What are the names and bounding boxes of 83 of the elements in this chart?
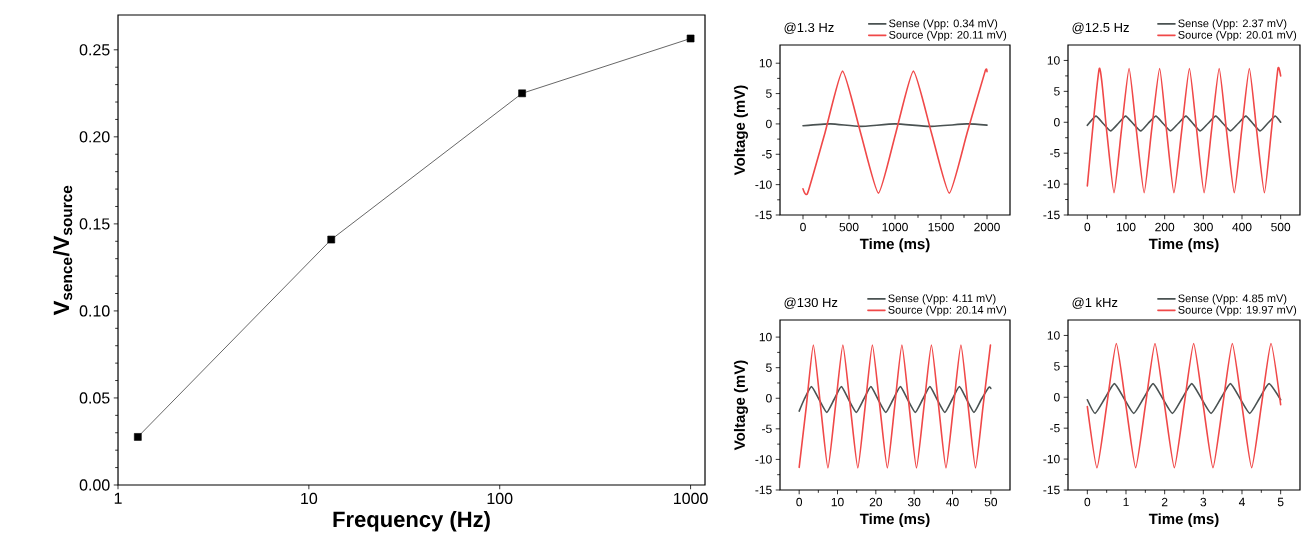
legend-label: Sense (Vpp: 0.34 mV) (889, 19, 998, 30)
x-tick-label: 0 (1084, 497, 1091, 507)
y-tick-label: -5 (1050, 423, 1060, 433)
y-tick-label: 0.05 (79, 392, 110, 404)
y-tick-label: 0.15 (79, 218, 110, 230)
line-series (798, 385, 992, 414)
x-tick-label: 1500 (928, 222, 954, 232)
x-tick-label: 1000 (882, 222, 908, 232)
x-axis-title: Frequency (Hz) (333, 510, 490, 532)
line-series (1086, 382, 1282, 415)
x-tick-label: 5 (1277, 497, 1284, 507)
y-tick-label: 10 (1047, 331, 1060, 340)
y-tick-label: -5 (762, 150, 772, 159)
y-tick-label: -15 (1043, 485, 1060, 495)
x-axis-title: Time (ms) (859, 513, 930, 528)
x-tick-label: 2000 (974, 222, 1000, 232)
y-tick-label: 0.25 (79, 44, 110, 56)
line-series (798, 344, 992, 469)
x-tick-label: 4 (1238, 497, 1245, 507)
x-tick-label: 300 (1193, 222, 1213, 232)
y-axis-title: Voltage (mV) (733, 360, 748, 451)
chart-title: @12.5 Hz (1072, 22, 1129, 34)
legend-label: Sense (Vpp: 4.11 mV) (888, 294, 996, 305)
y-tick-label: 10 (1047, 56, 1060, 65)
x-tick-label: 1 (114, 492, 122, 504)
chart-title: @1.3 Hz (784, 22, 834, 34)
x-tick-label: 500 (1271, 222, 1291, 232)
y-tick-label: -15 (1043, 210, 1060, 220)
y-tick-label: -10 (755, 180, 772, 189)
x-tick-label: 30 (907, 497, 921, 507)
y-tick-label: -15 (755, 485, 772, 495)
y-tick-label: 10 (759, 58, 772, 68)
y-tick-label: 0 (1054, 118, 1060, 127)
y-axis-title: Voltage (mV) (733, 85, 748, 176)
x-tick-label: 500 (839, 222, 859, 232)
x-tick-label: 10 (301, 492, 318, 505)
y-tick-label: 5 (1054, 87, 1060, 96)
x-tick-label: 20 (869, 497, 883, 507)
x-tick-label: 100 (487, 492, 513, 505)
x-tick-label: 3 (1200, 497, 1207, 507)
y-tick-label: -5 (762, 424, 772, 434)
legend-label: Sense (Vpp: 2.37 mV) (1178, 19, 1287, 30)
legend-label: Sense (Vpp: 4.85 mV) (1178, 294, 1287, 305)
x-axis-title: Time (ms) (1148, 238, 1219, 253)
y-tick-label: 5 (1054, 362, 1060, 371)
y-tick-label: -10 (755, 455, 772, 464)
y-tick-label: 0 (766, 394, 772, 403)
x-axis-title: Time (ms) (1148, 513, 1219, 528)
legend-label: Source (Vpp: 20.14 mV) (888, 305, 1007, 316)
legend-label: Source (Vpp: 20.11 mV) (889, 30, 1007, 41)
x-tick-label: 1 (1123, 497, 1129, 507)
x-tick-label: 0 (796, 497, 803, 507)
line-series (1086, 115, 1282, 132)
x-tick-label: 0 (800, 222, 806, 232)
y-tick-label: -10 (1043, 179, 1060, 189)
y-tick-label: 5 (766, 89, 772, 98)
y-tick-label: 0 (1054, 393, 1060, 402)
y-tick-label: 0 (766, 119, 772, 129)
y-tick-label: 0.20 (79, 131, 110, 143)
y-tick-label: 5 (766, 363, 772, 372)
x-tick-label: 50 (984, 497, 998, 507)
y-axis-title: V$_{sence}$/V$_{source}$ (53, 185, 73, 316)
x-axis-title: Time (ms) (859, 238, 930, 253)
x-tick-label: 200 (1155, 222, 1175, 232)
chart-title: @1 kHz (1072, 297, 1118, 309)
line-series (1086, 342, 1282, 469)
line-series (1086, 67, 1282, 194)
y-tick-label: 10 (759, 332, 772, 342)
x-tick-label: 40 (946, 497, 959, 507)
y-tick-label: 0.00 (79, 479, 110, 491)
x-tick-label: 1000 (674, 492, 708, 505)
legend-label: Source (Vpp: 20.01 mV) (1178, 30, 1297, 41)
legend-label: Source (Vpp: 19.97 mV) (1178, 305, 1297, 316)
x-tick-label: 10 (831, 497, 844, 507)
y-tick-label: 0.10 (79, 305, 110, 317)
y-tick-label: -15 (755, 210, 772, 220)
x-tick-label: 0 (1084, 222, 1091, 232)
chart-title: @130 Hz (784, 297, 838, 309)
x-tick-label: 2 (1161, 497, 1168, 507)
y-tick-label: -5 (1050, 148, 1060, 158)
x-tick-label: 400 (1232, 222, 1252, 232)
x-tick-label: 100 (1116, 222, 1136, 232)
y-tick-label: -10 (1043, 454, 1060, 464)
